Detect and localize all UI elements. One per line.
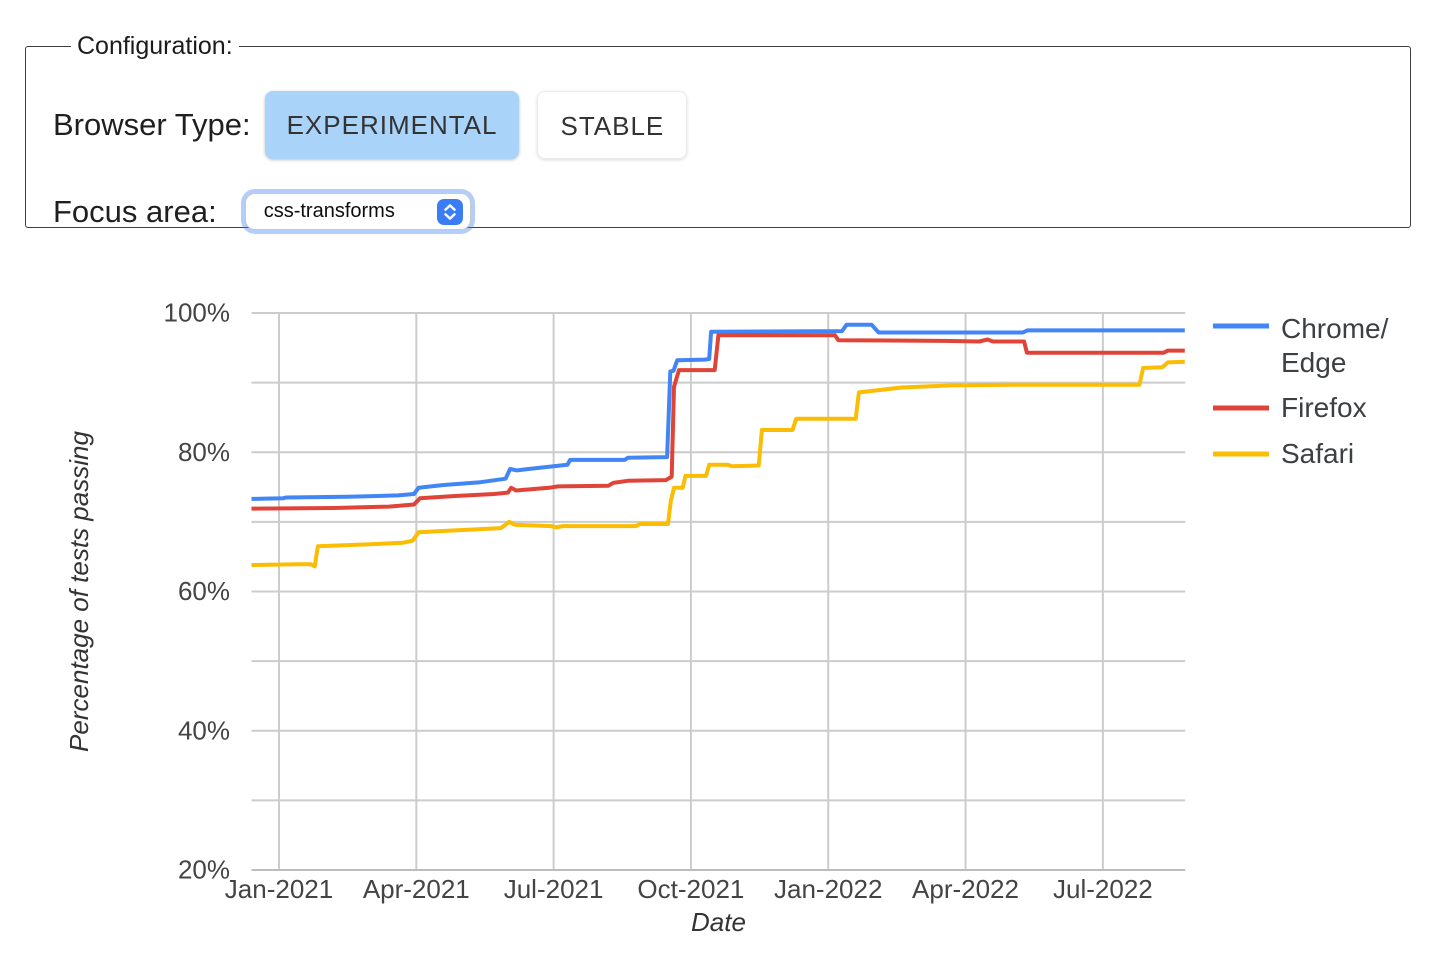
y-tick-20: 20% (178, 855, 230, 885)
browser-type-row: Browser Type: EXPERIMENTAL STABLE (53, 91, 1410, 159)
series-line-safari[interactable] (251, 359, 1185, 569)
x-tick-apr-2022: Apr-2022 (912, 874, 1019, 904)
x-tick-apr-2021: Apr-2021 (363, 874, 470, 904)
chart-series-lines[interactable] (251, 322, 1185, 569)
x-tick-jul-2021: Jul-2021 (504, 874, 604, 904)
x-tick-jan-2022: Jan-2022 (774, 874, 882, 904)
legend-label-chrome: Chrome/ (1281, 313, 1389, 344)
y-tick-100: 100% (164, 298, 231, 328)
browser-type-label: Browser Type: (53, 107, 251, 142)
focus-area-selected-value: css-transforms (263, 200, 395, 222)
x-tick-oct-2021: Oct-2021 (637, 874, 744, 904)
series-line-chrome-edge[interactable] (251, 322, 1185, 501)
chart-gridlines (251, 312, 1186, 871)
x-tick-jul-2022: Jul-2022 (1053, 874, 1153, 904)
legend-label-safari: Safari (1281, 438, 1354, 469)
x-tick-jan-2021: Jan-2021 (225, 874, 333, 904)
y-axis-title: Percentage of tests passing (64, 431, 94, 752)
configuration-panel: Configuration: Browser Type: EXPERIMENTA… (25, 32, 1411, 230)
y-tick-40: 40% (178, 715, 230, 745)
focus-area-label: Focus area: (53, 193, 217, 229)
stable-button[interactable]: STABLE (537, 91, 688, 159)
focus-area-select[interactable]: css-transforms (244, 193, 471, 230)
configuration-legend: Configuration: (77, 32, 233, 60)
select-stepper-icon (436, 198, 463, 225)
legend-label-edge: Edge (1281, 347, 1346, 378)
series-line-firefox[interactable] (251, 333, 1185, 511)
legend-label-firefox: Firefox (1281, 392, 1367, 423)
y-tick-80: 80% (178, 437, 230, 467)
y-tick-60: 60% (178, 576, 230, 606)
x-axis-title: Date (691, 907, 746, 937)
experimental-button[interactable]: EXPERIMENTAL (264, 91, 520, 159)
focus-area-row: Focus area: css-transforms (53, 193, 1410, 230)
chart-legend: Chrome/ Edge Firefox Safari (1213, 313, 1389, 469)
